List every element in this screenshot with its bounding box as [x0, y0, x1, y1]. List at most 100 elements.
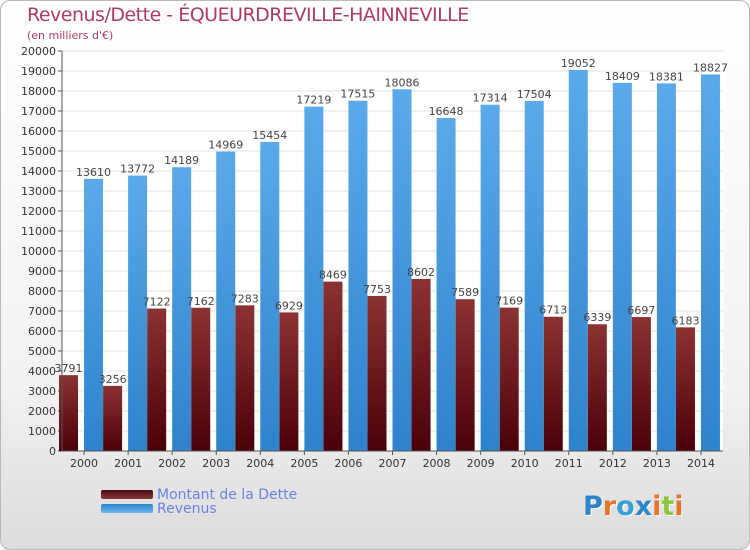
data-label-dette: 7283: [231, 292, 259, 305]
data-label-dette: 7753: [363, 283, 391, 296]
data-label-revenus: 18409: [605, 70, 640, 83]
bar-revenus: [216, 151, 236, 451]
y-tick-label: 3000: [28, 385, 56, 398]
y-tick-label: 5000: [28, 345, 56, 358]
bar-dette: [543, 316, 563, 451]
x-tick-label: 2011: [555, 457, 583, 470]
legend-swatch-dette: [101, 490, 153, 499]
logo-letter: r: [602, 491, 617, 522]
x-tick-label: 2014: [687, 457, 715, 470]
data-label-revenus: 18827: [693, 61, 728, 74]
y-tick-label: 7000: [28, 305, 56, 318]
x-tick-label: 2013: [643, 457, 671, 470]
x-tick-label: 2003: [202, 457, 230, 470]
y-tick-label: 13000: [21, 185, 56, 198]
y-tick-label: 16000: [21, 125, 56, 138]
y-tick-label: 1000: [28, 425, 56, 438]
data-label-dette: 8469: [319, 269, 347, 282]
bar-revenus: [656, 83, 676, 451]
legend-label-dette: Montant de la Dette: [157, 487, 298, 503]
bar-dette: [587, 324, 607, 451]
legend-label-revenus: Revenus: [157, 501, 217, 517]
bar-revenus: [172, 167, 192, 451]
x-tick-label: 2008: [423, 457, 451, 470]
data-label-dette: 6929: [275, 299, 303, 312]
y-tick-label: 19000: [21, 65, 56, 78]
bar-dette: [367, 295, 387, 451]
bar-dette: [59, 375, 79, 451]
y-tick-label: 18000: [21, 85, 56, 98]
legend-swatch-revenus: [101, 504, 153, 513]
data-label-dette: 3256: [99, 373, 127, 386]
data-label-revenus: 14969: [208, 139, 243, 152]
y-tick-label: 17000: [21, 105, 56, 118]
chart-subtitle: (en milliers d'€): [27, 29, 114, 42]
data-label-dette: 6339: [583, 311, 611, 324]
proxiti-logo: Proxiti: [583, 491, 684, 522]
y-tick-label: 0: [49, 445, 56, 458]
y-tick-label: 2000: [28, 405, 56, 418]
x-tick-label: 2010: [511, 457, 539, 470]
bar-revenus: [480, 104, 500, 451]
data-label-dette: 8602: [407, 266, 435, 279]
y-tick-label: 12000: [21, 205, 56, 218]
bar-dette: [631, 317, 651, 451]
x-tick-label: 2012: [599, 457, 627, 470]
data-label-revenus: 14189: [164, 154, 199, 167]
data-label-revenus: 15454: [252, 129, 287, 142]
y-tick-label: 10000: [21, 245, 56, 258]
bar-dette: [675, 327, 695, 451]
logo-letter: t: [661, 491, 675, 522]
bar-revenus: [392, 89, 412, 451]
data-label-dette: 6183: [671, 314, 699, 327]
bar-revenus: [612, 82, 632, 451]
bar-dette: [411, 278, 431, 451]
x-tick-label: 2004: [246, 457, 274, 470]
data-label-dette: 7169: [495, 295, 523, 308]
bar-revenus: [568, 69, 588, 452]
data-label-revenus: 17515: [340, 88, 375, 101]
data-label-revenus: 16648: [429, 105, 464, 118]
data-label-revenus: 13772: [120, 163, 155, 176]
bar-revenus: [524, 100, 544, 452]
bar-revenus: [128, 175, 148, 451]
x-tick-label: 2000: [70, 457, 98, 470]
x-tick-label: 2001: [114, 457, 142, 470]
data-label-revenus: 17314: [473, 92, 508, 105]
data-label-dette: 6697: [627, 304, 655, 317]
bar-revenus: [84, 178, 104, 452]
bar-dette: [103, 385, 123, 451]
bar-dette: [147, 308, 167, 451]
data-label-dette: 7162: [187, 295, 215, 308]
bar-revenus: [260, 141, 280, 452]
data-label-revenus: 17219: [296, 94, 331, 107]
bar-revenus: [304, 106, 324, 452]
y-tick-label: 20000: [21, 45, 56, 58]
data-label-revenus: 18086: [385, 76, 420, 89]
data-label-dette: 7589: [451, 286, 479, 299]
y-tick-label: 15000: [21, 145, 56, 158]
bar-dette: [279, 312, 299, 451]
chart-title: Revenus/Dette - ÉQUEURDREVILLE-HAINNEVIL…: [27, 4, 469, 26]
logo-letter: P: [583, 491, 603, 522]
y-tick-label: 14000: [21, 165, 56, 178]
x-tick-label: 2002: [158, 457, 186, 470]
logo-letter: x: [634, 491, 653, 522]
data-label-revenus: 18381: [649, 70, 684, 83]
data-label-revenus: 19052: [561, 57, 596, 70]
y-tick-label: 4000: [28, 365, 56, 378]
y-tick-label: 6000: [28, 325, 56, 338]
y-tick-label: 8000: [28, 285, 56, 298]
logo-letter: i: [652, 491, 662, 522]
x-tick-label: 2005: [290, 457, 318, 470]
data-label-dette: 3791: [55, 362, 83, 375]
bar-dette: [323, 281, 343, 451]
data-label-dette: 7122: [143, 296, 171, 309]
bar-dette: [455, 299, 475, 451]
x-tick-label: 2009: [467, 457, 495, 470]
bar-revenus: [348, 100, 368, 451]
bar-dette: [191, 307, 211, 451]
bar-dette: [235, 305, 255, 451]
